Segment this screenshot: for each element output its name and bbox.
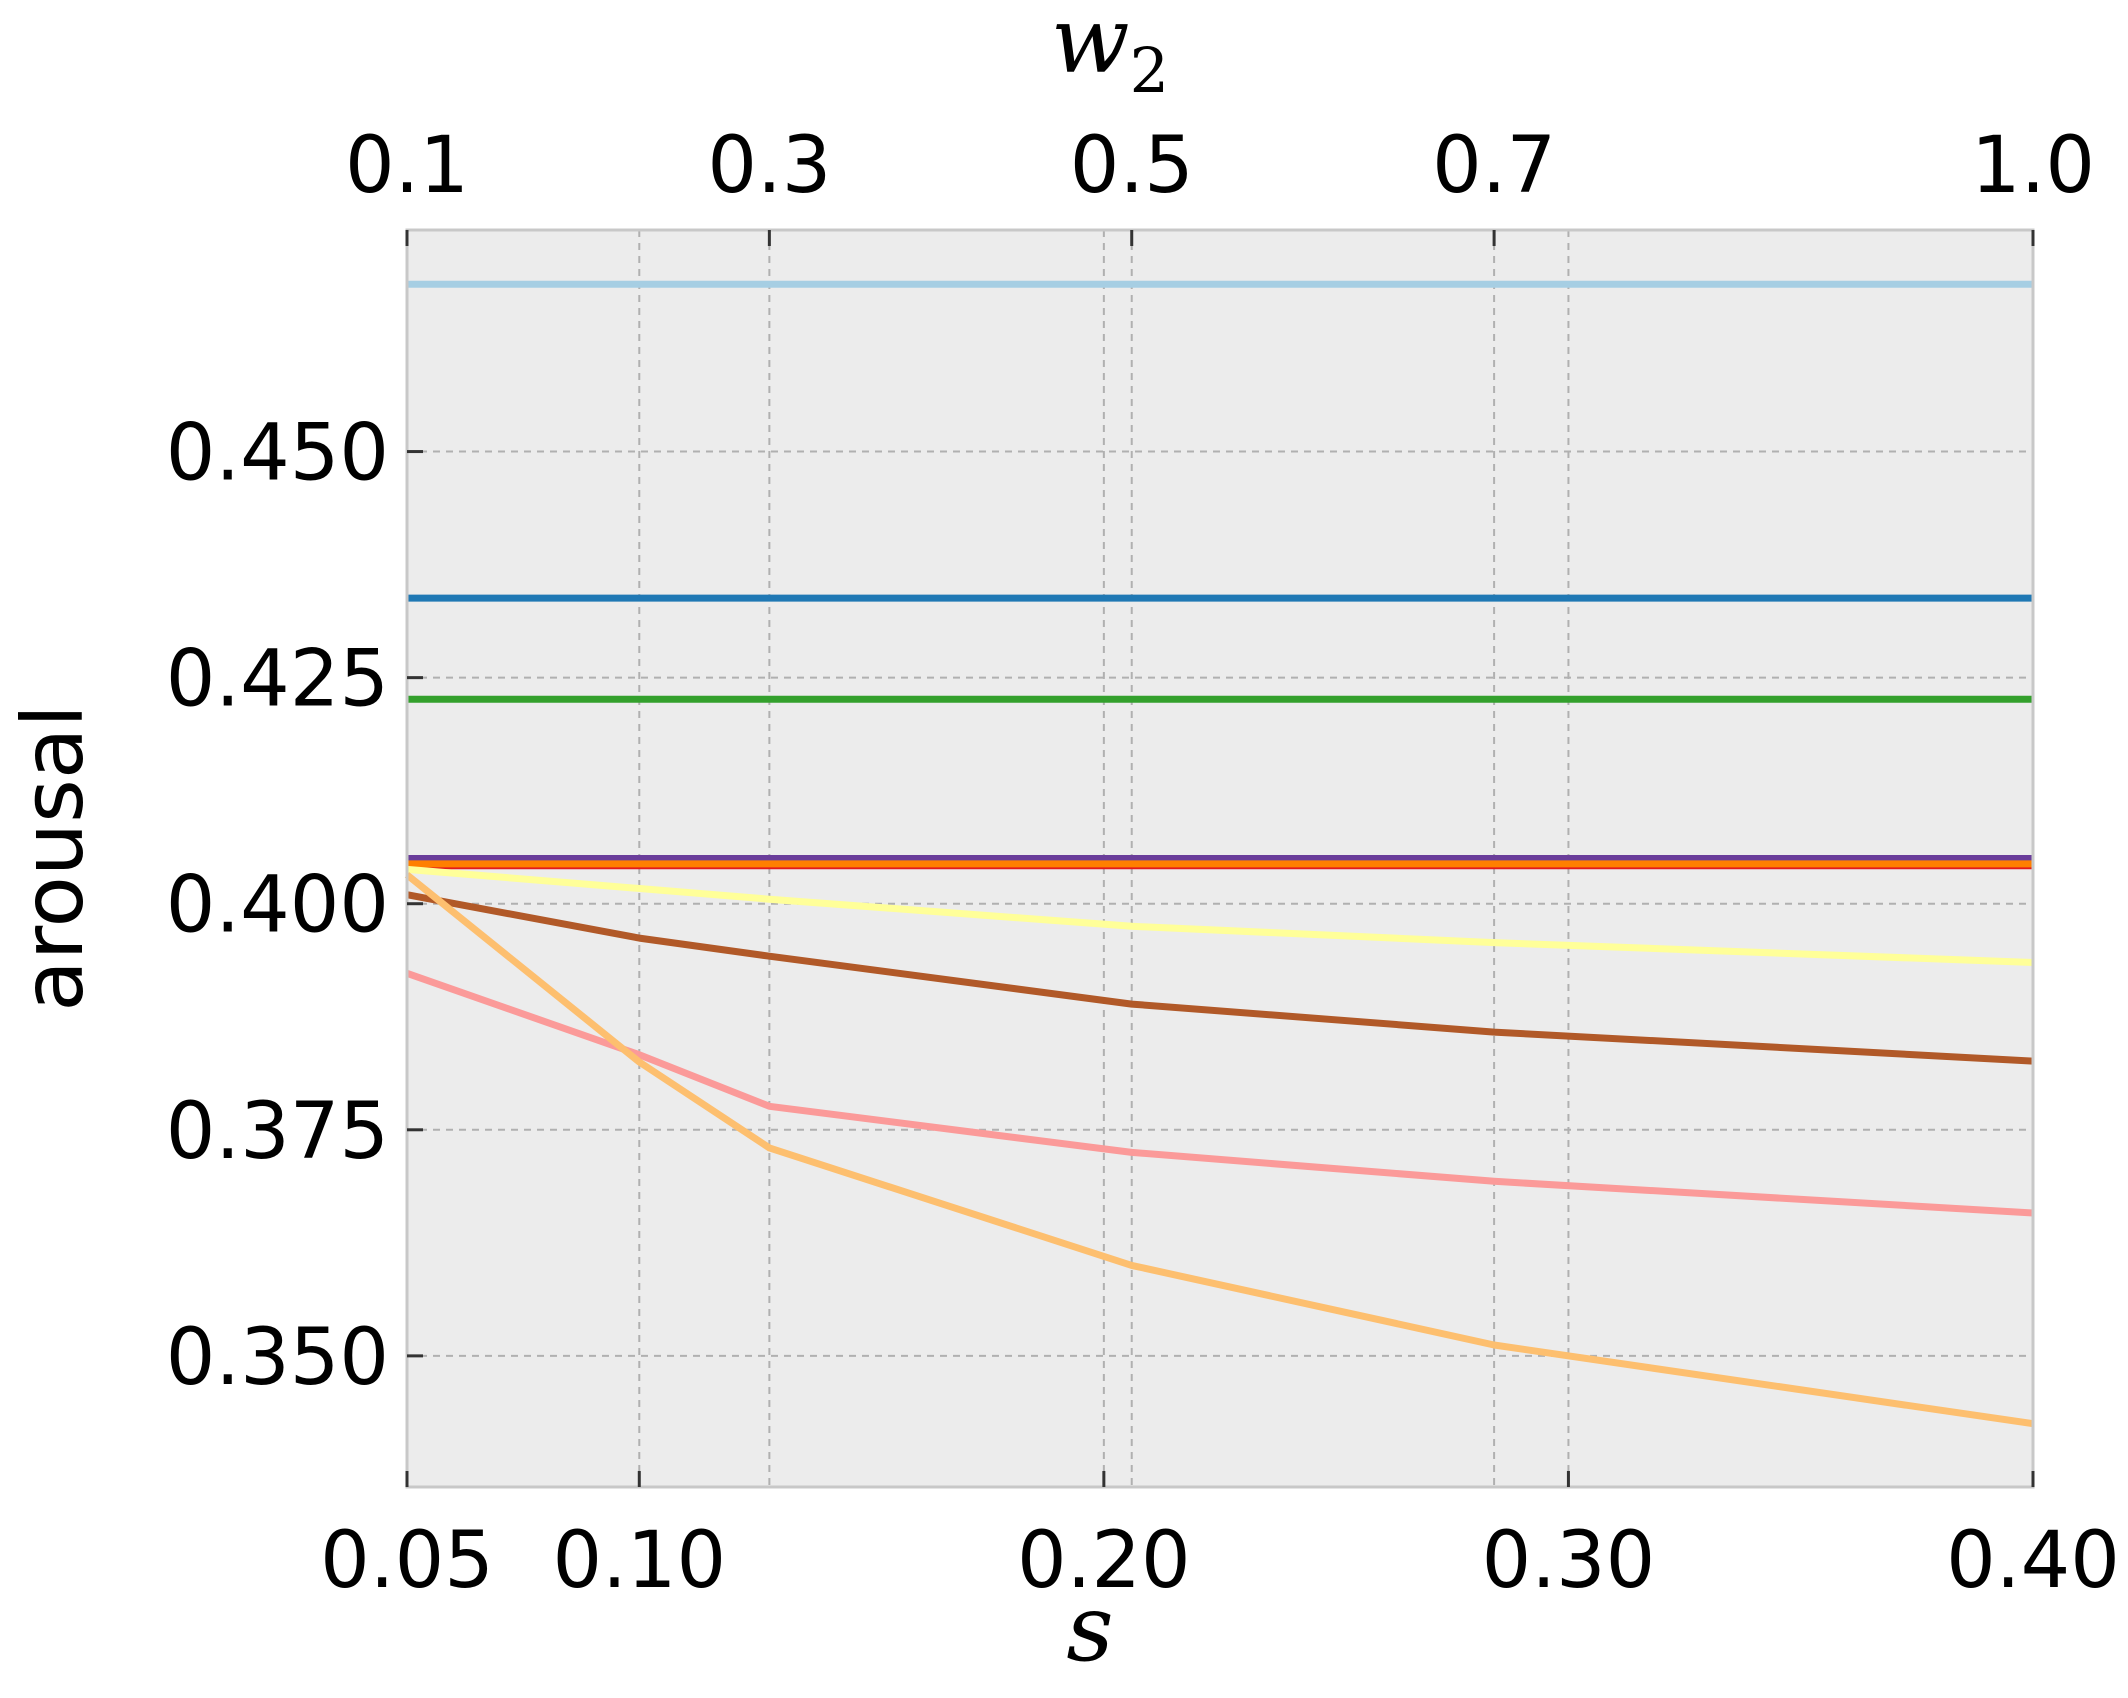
top-axis-title-base: w — [1051, 0, 1130, 94]
top-axis-title-subscript: 2 — [1130, 34, 1169, 107]
top-x-tick-label: 0.1 — [345, 121, 469, 211]
y-tick-label: 0.350 — [166, 1313, 389, 1403]
y-tick-label: 0.375 — [166, 1087, 389, 1177]
series-lines — [404, 280, 2034, 1428]
top-x-tick-label: 0.7 — [1432, 121, 1556, 211]
tick-labels: 0.350 0.375 0.400 0.425 0.450 0.05 0.10 0.20 0.3… — [166, 121, 2120, 1606]
top-x-tick-label: 0.3 — [707, 121, 831, 211]
series-line-9 — [405, 969, 2034, 1217]
x-tick-label: 0.20 — [1017, 1516, 1191, 1606]
x-tick-label: 0.30 — [1482, 1516, 1656, 1606]
x-axis-title: s — [1066, 1575, 1113, 1682]
top-x-tick-label: 0.5 — [1070, 121, 1194, 211]
x-tick-label: 0.05 — [320, 1516, 494, 1606]
tick-marks — [405, 230, 2035, 1487]
y-tick-label: 0.425 — [166, 635, 389, 725]
plot-frame — [405, 228, 2035, 1489]
top-axis-title: w2 — [1051, 0, 1169, 107]
y-tick-label: 0.400 — [166, 861, 389, 951]
series-line-8 — [406, 891, 2034, 1065]
x-tick-label: 0.40 — [1946, 1516, 2120, 1606]
series-line-10 — [404, 872, 2034, 1428]
top-x-tick-label: 1.0 — [1971, 121, 2095, 211]
y-axis-title: arousal — [4, 704, 102, 1011]
series-line-7 — [406, 865, 2034, 966]
y-tick-label: 0.450 — [166, 409, 389, 499]
x-tick-label: 0.10 — [552, 1516, 726, 1606]
